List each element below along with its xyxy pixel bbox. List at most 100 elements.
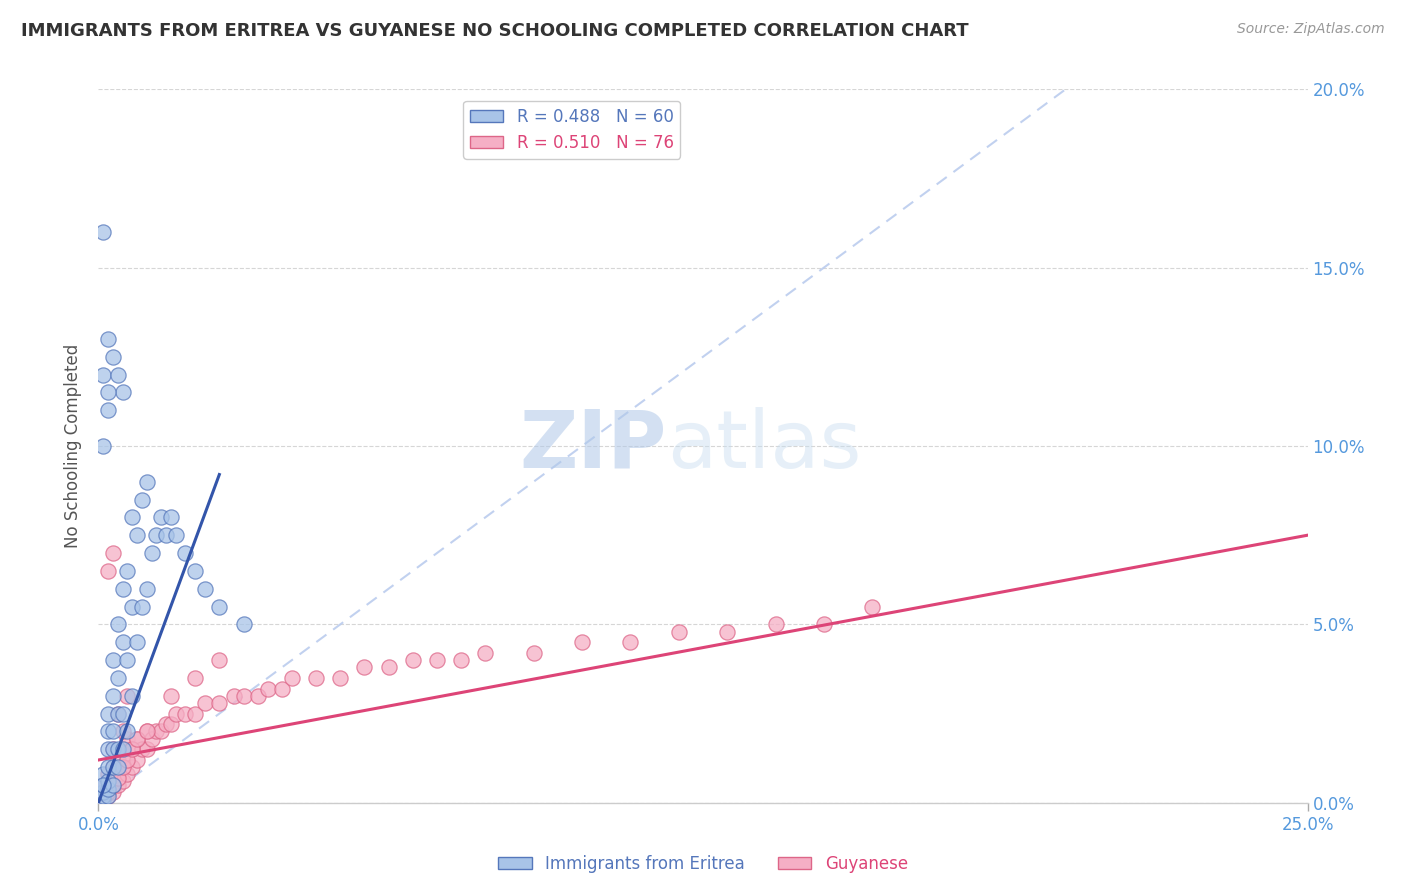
Point (765, 617, 787, 632)
Point (117, 731, 139, 746)
Point (353, 660, 375, 674)
Point (107, 760, 129, 774)
Text: ZIP: ZIP (519, 407, 666, 485)
Point (127, 731, 149, 746)
Point (97, 742, 120, 756)
Legend: R = 0.488   N = 60, R = 0.510   N = 76: R = 0.488 N = 60, R = 0.510 N = 76 (464, 101, 681, 159)
Point (91, 225, 114, 239)
Point (97, 789, 120, 803)
Point (107, 706, 129, 721)
Point (97, 774, 120, 789)
Point (668, 624, 690, 639)
Point (813, 617, 835, 632)
Point (111, 724, 134, 739)
Point (107, 753, 129, 767)
Point (127, 731, 149, 746)
Point (716, 624, 738, 639)
Point (97, 332, 120, 346)
Point (101, 724, 124, 739)
Point (91, 767, 114, 781)
Point (91, 785, 114, 799)
Point (571, 635, 593, 649)
Point (450, 653, 472, 667)
Point (208, 696, 231, 710)
Point (150, 510, 173, 524)
Text: atlas: atlas (666, 407, 860, 485)
Point (271, 681, 294, 696)
Point (97, 564, 120, 578)
Point (281, 671, 304, 685)
Point (101, 760, 124, 774)
Point (97, 785, 120, 799)
Y-axis label: No Schooling Completed: No Schooling Completed (65, 344, 83, 548)
Point (101, 546, 124, 560)
Point (111, 582, 134, 596)
Point (107, 671, 129, 685)
Point (141, 731, 163, 746)
Point (121, 742, 143, 756)
Point (135, 742, 157, 756)
Point (121, 599, 143, 614)
Point (107, 778, 129, 792)
Point (174, 546, 197, 560)
Point (117, 767, 139, 781)
Point (402, 653, 425, 667)
Point (101, 760, 124, 774)
Point (101, 350, 124, 364)
Point (165, 706, 187, 721)
Point (91, 785, 114, 799)
Point (97, 789, 120, 803)
Point (426, 653, 449, 667)
Point (135, 582, 157, 596)
Point (184, 706, 207, 721)
Point (121, 742, 143, 756)
Point (131, 492, 153, 507)
Point (111, 760, 134, 774)
Text: Source: ZipAtlas.com: Source: ZipAtlas.com (1237, 22, 1385, 37)
Point (107, 368, 129, 382)
Point (107, 767, 129, 781)
Point (117, 753, 139, 767)
Point (97, 706, 120, 721)
Point (155, 717, 177, 731)
Point (97, 774, 120, 789)
Point (111, 706, 134, 721)
Point (121, 510, 143, 524)
Point (111, 774, 134, 789)
Point (131, 742, 153, 756)
Point (97, 724, 120, 739)
Point (127, 528, 149, 542)
Point (160, 717, 183, 731)
Point (117, 689, 139, 703)
Point (194, 582, 217, 596)
Point (101, 785, 124, 799)
Point (329, 671, 352, 685)
Point (91, 368, 114, 382)
Legend: Immigrants from Eritrea, Guyanese: Immigrants from Eritrea, Guyanese (492, 848, 914, 880)
Point (141, 546, 163, 560)
Point (107, 706, 129, 721)
Point (107, 617, 129, 632)
Point (127, 635, 149, 649)
Point (107, 742, 129, 756)
Point (111, 760, 134, 774)
Point (135, 475, 157, 489)
Point (101, 742, 124, 756)
Point (101, 742, 124, 756)
Point (97, 781, 120, 796)
Point (247, 689, 270, 703)
Point (91, 778, 114, 792)
Point (97, 760, 120, 774)
Point (523, 646, 546, 660)
Point (91, 792, 114, 806)
Point (232, 689, 254, 703)
Point (121, 760, 143, 774)
Point (377, 660, 399, 674)
Point (91, 789, 114, 803)
Point (194, 696, 217, 710)
Point (160, 689, 183, 703)
Point (184, 564, 207, 578)
Point (97, 403, 120, 417)
Point (474, 646, 496, 660)
Point (184, 671, 207, 685)
